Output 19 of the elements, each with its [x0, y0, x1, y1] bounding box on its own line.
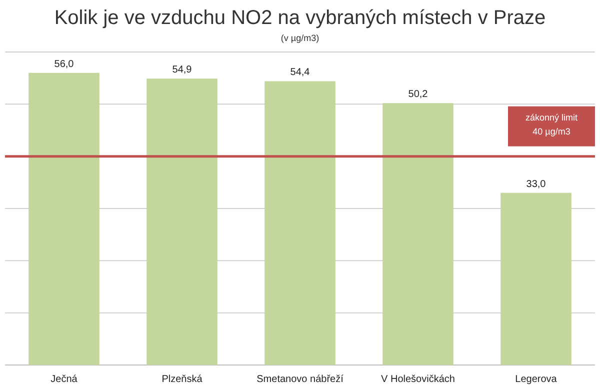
bar — [382, 103, 454, 365]
x-tick-label: Ječná — [50, 374, 78, 385]
data-label: 50,2 — [408, 89, 428, 100]
bar — [500, 192, 572, 365]
data-label: 54,9 — [172, 64, 192, 76]
chart-title: Kolik je ve vzduchu NO2 na vybraných místech v Praze — [54, 7, 546, 29]
x-tick-label: V Holešovičkách — [381, 374, 455, 385]
ref-line-label: zákonný limit 40 µg/m3 — [525, 112, 578, 136]
data-label: 56,0 — [54, 58, 74, 70]
chart-subtitle: (v µg/m3) — [280, 33, 320, 43]
x-tick-label: Legerova — [515, 374, 558, 385]
x-tick-label: Plzeňská — [162, 374, 203, 385]
label-box: zákonný limit 40 µg/m3 — [508, 106, 595, 146]
data-label: 33,0 — [526, 178, 546, 190]
x-tick-label: Smetanovo nábřeží — [256, 374, 344, 385]
bar — [146, 78, 218, 365]
bar — [28, 72, 100, 365]
bar — [264, 81, 336, 365]
data-label: 54,4 — [290, 67, 310, 78]
